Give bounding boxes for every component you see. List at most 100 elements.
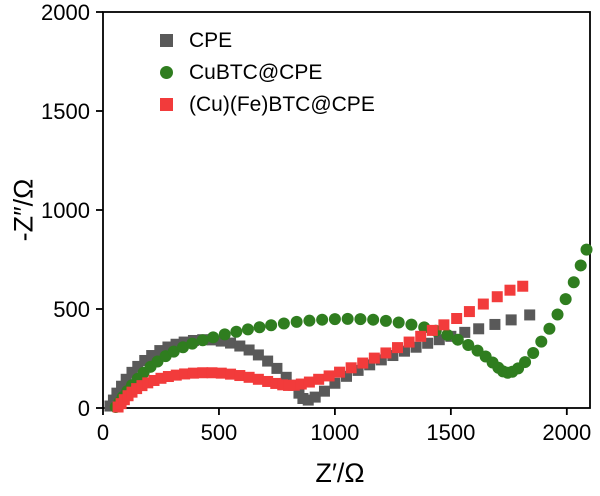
data-point-0 [234,340,246,352]
data-point-1 [328,313,341,326]
x-tick-label: 1000 [310,420,359,445]
y-tick-label: 2000 [41,0,90,25]
data-point-0 [398,345,410,357]
data-point-2 [345,362,357,374]
data-point-2 [136,380,148,392]
data-point-2 [206,367,218,379]
data-point-2 [368,352,380,364]
data-point-2 [170,369,182,381]
data-point-0 [422,337,434,349]
data-point-0 [243,344,255,356]
data-point-1 [207,331,220,344]
data-point-0 [225,337,237,349]
data-point-1 [462,339,475,352]
data-point-0 [126,366,138,378]
y-tick-label: 1000 [41,198,90,223]
data-point-0 [364,359,376,371]
data-point-1 [230,325,243,338]
data-point-1 [543,322,556,335]
data-point-1 [265,319,278,332]
data-point-1 [405,318,418,331]
data-point-2 [517,280,529,292]
data-point-1 [551,308,564,321]
data-point-2 [162,371,174,383]
data-point-0 [302,394,314,406]
data-point-1 [177,341,190,354]
data-point-0 [410,341,422,353]
data-point-1 [451,333,464,346]
data-point-1 [527,346,540,359]
data-point-0 [489,318,501,330]
data-point-0 [505,314,517,326]
data-point-2 [283,379,295,391]
x-tick-label: 1500 [426,420,475,445]
data-point-2 [270,377,282,389]
data-point-1 [186,337,199,350]
x-axis-label: Z′/Ω [315,458,365,488]
data-point-2 [179,368,191,380]
y-tick-label: 0 [78,396,90,421]
data-point-2 [295,378,307,390]
data-point-0 [139,354,151,366]
data-point-2 [426,324,438,336]
data-point-1 [392,316,405,329]
data-point-1 [303,314,316,327]
data-point-0 [162,341,174,353]
legend-item-cufebtc-cpe: (Cu)(Fe)BTC@CPE [160,94,375,115]
y-tick-label: 500 [53,297,90,322]
data-point-0 [271,362,283,374]
data-point-1 [567,276,580,289]
data-point-0 [318,385,330,397]
data-point-1 [218,328,231,341]
data-point-2 [234,370,246,382]
data-point-0 [111,387,123,399]
data-point-0 [154,345,166,357]
data-point-1 [519,356,532,369]
data-point-2 [504,284,516,296]
data-point-2 [313,373,325,385]
data-point-2 [215,367,227,379]
data-point-2 [225,368,237,380]
data-point-0 [107,394,119,406]
data-point-2 [463,306,475,318]
x-tick-label: 2000 [542,420,591,445]
data-point-2 [380,347,392,359]
legend-label-cufebtc-cpe: (Cu)(Fe)BTC@CPE [189,93,375,116]
data-point-1 [535,335,548,348]
data-point-0 [252,349,264,361]
data-point-1 [277,317,290,330]
data-point-0 [329,377,341,389]
x-tick-label: 500 [201,420,238,445]
data-point-0 [170,338,182,350]
data-point-0 [387,350,399,362]
data-point-2 [252,373,264,385]
data-point-1 [316,313,329,326]
data-point-2 [477,298,489,310]
data-point-2 [451,313,463,325]
data-point-2 [303,376,315,388]
data-point-1 [379,314,392,327]
data-point-2 [243,371,255,383]
data-point-0 [146,350,158,362]
data-point-2 [357,357,369,369]
data-point-1 [574,259,587,272]
legend-marker-circle-green-icon [160,66,173,79]
legend: CPE CuBTC@CPE (Cu)(Fe)BTC@CPE [160,30,375,115]
data-point-2 [262,375,274,387]
data-point-1 [241,323,254,336]
y-axis-label: -Z″/Ω [8,178,39,242]
legend-item-cpe: CPE [160,30,375,51]
data-point-0 [262,355,274,367]
legend-marker-square-red-icon [160,98,173,111]
data-point-2 [155,372,167,384]
data-point-1 [580,243,593,256]
legend-item-cubtc-cpe: CuBTC@CPE [160,62,375,83]
data-point-1 [354,313,367,326]
data-point-2 [334,366,346,378]
legend-marker-square-gray-icon [160,34,173,47]
data-point-0 [116,380,128,392]
legend-label-cpe: CPE [189,29,233,52]
data-point-2 [403,336,415,348]
